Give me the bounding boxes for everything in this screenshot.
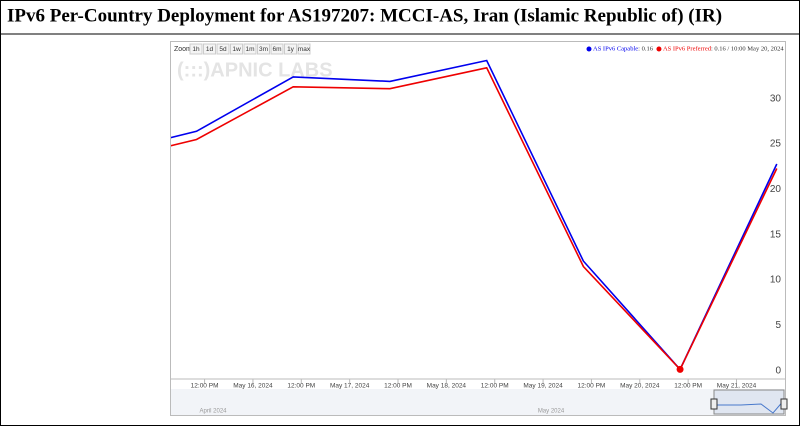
zoom-button[interactable] xyxy=(270,43,284,55)
navigator-label: May 2024 xyxy=(538,409,565,415)
zoom-button-label[interactable]: 1w xyxy=(232,46,241,53)
chart-frame xyxy=(170,41,786,416)
y-tick-label: 0 xyxy=(775,365,781,376)
zoom-button-label[interactable]: 1h xyxy=(192,46,200,53)
zoom-button[interactable] xyxy=(297,43,311,55)
zoom-button-label[interactable]: 5d xyxy=(219,46,227,53)
navigator-handle[interactable] xyxy=(710,398,718,410)
x-tick-label: 12:00 PM xyxy=(481,383,509,390)
x-tick-label: May 20, 2024 xyxy=(620,383,660,390)
x-tick-label: May 17, 2024 xyxy=(330,383,370,390)
y-tick-label: 30 xyxy=(770,93,782,104)
zoom-button[interactable] xyxy=(203,43,216,55)
navigator-label: April 2024 xyxy=(199,409,227,415)
x-tick-label: 12:00 PM xyxy=(384,383,412,390)
zoom-button-label[interactable]: 1m xyxy=(245,46,254,53)
zoom-button-label[interactable]: 1y xyxy=(287,46,295,53)
zoom-button-label[interactable]: 6m xyxy=(272,46,281,53)
zoom-button-label[interactable]: max xyxy=(298,46,311,53)
hover-marker xyxy=(676,365,684,373)
series-line xyxy=(171,66,778,371)
y-tick-label: 15 xyxy=(770,229,782,240)
navigator-handle[interactable] xyxy=(780,398,788,410)
y-tick-label: 5 xyxy=(775,320,781,331)
x-tick-label: 12:00 PM xyxy=(191,383,219,390)
zoom-button[interactable] xyxy=(284,43,297,55)
zoom-button[interactable] xyxy=(189,43,203,55)
legend-label: AS IPv6 Capable xyxy=(593,45,638,52)
navigator-window xyxy=(713,389,785,415)
zoom-button[interactable] xyxy=(257,43,270,55)
zoom-button[interactable] xyxy=(243,43,257,55)
zoom-button[interactable] xyxy=(230,43,243,55)
chart-title: IPv6 Per-Country Deployment for AS197207… xyxy=(7,5,722,26)
x-tick-label: May 21, 2024 xyxy=(717,383,757,390)
x-tick-label: May 16, 2024 xyxy=(233,383,273,390)
y-tick-label: 10 xyxy=(770,275,782,286)
legend-readout: : 0.16 xyxy=(638,45,654,52)
y-tick-label: 25 xyxy=(770,139,782,150)
plot xyxy=(171,59,778,373)
watermark: (:::)APNIC LABS xyxy=(177,59,333,81)
x-tick-label: May 19, 2024 xyxy=(523,383,563,390)
y-tick-label: 20 xyxy=(770,184,782,195)
legend-readout: : 0.16 / 10:00 May 20, 2024 xyxy=(711,45,784,52)
zoom-button-label[interactable]: 3m xyxy=(259,46,268,53)
x-tick-label: May 18, 2024 xyxy=(427,383,467,390)
navigator-series xyxy=(713,398,786,414)
legend-swatch xyxy=(656,46,662,52)
navigator xyxy=(171,389,785,415)
x-tick-label: 12:00 PM xyxy=(674,383,702,390)
x-tick-label: 12:00 PM xyxy=(287,383,315,390)
zoom-button[interactable] xyxy=(216,43,230,55)
x-tick-label: 12:00 PM xyxy=(578,383,606,390)
zoom-label: Zoom: xyxy=(174,46,194,53)
zoom-button-label[interactable]: 1d xyxy=(206,46,214,53)
legend-label: AS IPv6 Preferred xyxy=(663,45,712,52)
legend-swatch xyxy=(586,46,592,52)
